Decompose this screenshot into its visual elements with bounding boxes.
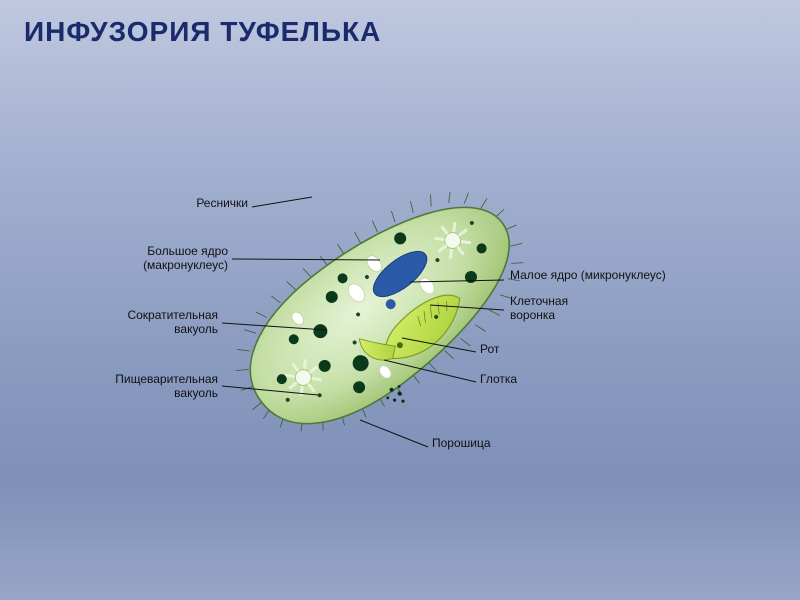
- label-digestive-vacuole: Пищеварительная вакуоль: [115, 372, 218, 400]
- cell-body: [220, 164, 543, 459]
- label-cilia: Реснички: [196, 196, 248, 210]
- paramecium-body-group: [203, 148, 560, 478]
- label-micronucleus: Малое ядро (микронуклеус): [510, 268, 666, 282]
- label-mouth: Рот: [480, 342, 499, 356]
- label-pharynx: Глотка: [480, 372, 517, 386]
- label-contractile-vacuole: Сократительная вакуоль: [127, 308, 218, 336]
- label-cytoproct: Порошица: [432, 436, 491, 450]
- label-macronucleus: Большое ядро (макронуклеус): [143, 244, 228, 272]
- label-funnel: Клеточная воронка: [510, 294, 568, 322]
- paramecium-diagram: [0, 0, 800, 600]
